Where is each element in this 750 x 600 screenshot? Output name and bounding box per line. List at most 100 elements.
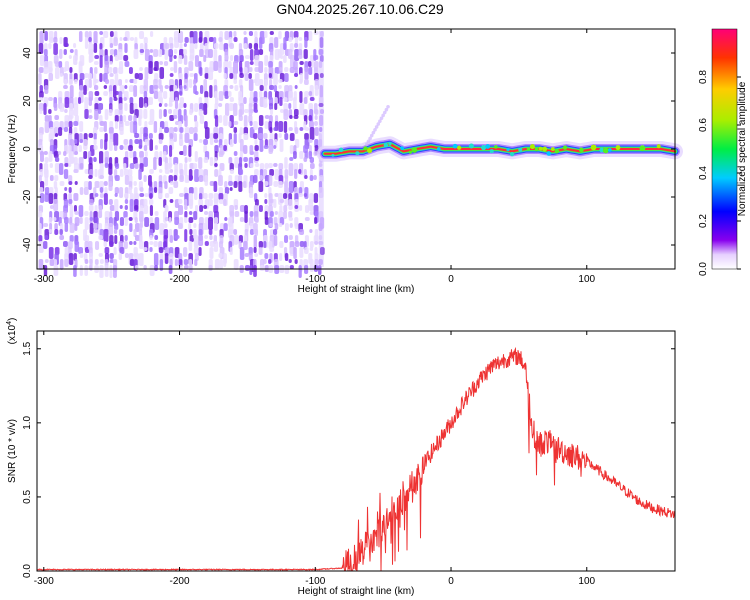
signal-speckle bbox=[457, 145, 462, 150]
noise-blob bbox=[178, 205, 184, 215]
noise-blob bbox=[128, 115, 133, 121]
noise-blob bbox=[74, 97, 78, 105]
noise-blob bbox=[119, 145, 124, 150]
noise-blob bbox=[213, 181, 218, 192]
noise-blob bbox=[304, 37, 308, 48]
noise-blob bbox=[39, 127, 44, 135]
noise-blob bbox=[279, 253, 283, 261]
noise-blob bbox=[298, 205, 303, 211]
noise-blob bbox=[154, 145, 158, 150]
noise-blob bbox=[89, 217, 94, 221]
noise-blob bbox=[88, 175, 93, 179]
noise-blob bbox=[53, 259, 58, 267]
noise-blob bbox=[229, 169, 235, 174]
noise-blob bbox=[308, 67, 313, 75]
noise-blob bbox=[123, 115, 127, 122]
noise-blob bbox=[84, 265, 88, 276]
noise-blob bbox=[164, 217, 169, 221]
noise-blob bbox=[213, 61, 219, 71]
noise-blob bbox=[239, 247, 245, 260]
signal-speckle bbox=[481, 144, 487, 151]
noise-blob bbox=[88, 199, 94, 205]
noise-blob bbox=[233, 31, 237, 37]
noise-blob bbox=[114, 223, 119, 230]
noise-blob bbox=[309, 247, 314, 251]
noise-blob bbox=[238, 115, 243, 121]
noise-blob bbox=[264, 199, 268, 204]
noise-blob bbox=[254, 169, 259, 176]
noise-blob bbox=[114, 55, 119, 61]
noise-blob bbox=[48, 67, 53, 72]
noise-blob bbox=[154, 235, 159, 240]
noise-blob bbox=[123, 139, 129, 145]
noise-blob bbox=[59, 259, 64, 270]
noise-blob bbox=[88, 181, 92, 190]
noise-blob bbox=[224, 187, 230, 194]
x-tick-label: -300 bbox=[34, 274, 54, 285]
signal-plume bbox=[366, 139, 371, 144]
noise-blob bbox=[194, 91, 199, 95]
noise-blob bbox=[273, 85, 278, 92]
noise-blob bbox=[264, 253, 269, 259]
noise-blob bbox=[164, 121, 169, 129]
noise-blob bbox=[118, 67, 124, 74]
noise-blob bbox=[229, 85, 234, 89]
signal-speckle bbox=[494, 145, 498, 149]
noise-blob bbox=[318, 97, 324, 105]
noise-blob bbox=[149, 193, 153, 199]
noise-blob bbox=[188, 145, 192, 157]
noise-blob bbox=[269, 109, 274, 115]
noise-blob bbox=[139, 67, 143, 71]
noise-blob bbox=[263, 241, 267, 248]
y-tick-label: 0.0 bbox=[22, 564, 33, 578]
noise-blob bbox=[164, 163, 170, 174]
noise-blob bbox=[268, 61, 273, 68]
noise-blob bbox=[284, 235, 288, 243]
noise-blob bbox=[94, 259, 99, 265]
signal-plume bbox=[378, 119, 382, 123]
noise-blob bbox=[293, 151, 297, 159]
noise-blob bbox=[243, 145, 248, 154]
noise-blob bbox=[319, 169, 324, 177]
noise-blob bbox=[318, 265, 322, 275]
noise-blob bbox=[134, 139, 140, 144]
noise-blob bbox=[278, 163, 284, 170]
noise-blob bbox=[154, 151, 159, 159]
noise-blob bbox=[278, 223, 283, 227]
noise-blob bbox=[113, 265, 117, 278]
noise-blob bbox=[173, 55, 177, 59]
noise-blob bbox=[73, 205, 77, 212]
noise-blob bbox=[183, 145, 187, 156]
noise-blob bbox=[309, 241, 314, 248]
noise-blob bbox=[114, 73, 119, 86]
noise-blob bbox=[149, 205, 153, 216]
noise-blob bbox=[134, 163, 139, 169]
noise-blob bbox=[168, 217, 172, 223]
noise-blob bbox=[254, 139, 258, 145]
noise-blob bbox=[279, 217, 285, 225]
noise-blob bbox=[109, 73, 114, 77]
y-tick-label: 0 bbox=[22, 146, 33, 152]
noise-blob bbox=[238, 109, 243, 117]
colorbar-tick-label: 0.4 bbox=[698, 166, 709, 180]
noise-blob bbox=[233, 199, 239, 207]
noise-blob bbox=[194, 151, 198, 162]
noise-blob bbox=[313, 151, 318, 156]
noise-blob bbox=[264, 67, 268, 73]
noise-blob bbox=[178, 199, 183, 204]
noise-blob bbox=[173, 61, 178, 73]
noise-blob bbox=[64, 97, 70, 108]
noise-blob bbox=[53, 217, 57, 221]
noise-blob bbox=[138, 73, 143, 80]
noise-blob bbox=[203, 193, 208, 199]
noise-blob bbox=[319, 37, 324, 48]
noise-blob bbox=[253, 151, 259, 163]
noise-blob bbox=[289, 145, 294, 154]
noise-blob bbox=[133, 121, 138, 134]
noise-blob bbox=[248, 253, 253, 261]
snr-y-axis: 0.0 0.5 1.0 1.5 bbox=[22, 341, 675, 578]
noise-blob bbox=[318, 235, 323, 240]
noise-blob bbox=[138, 115, 142, 126]
noise-blob bbox=[79, 163, 84, 169]
noise-blob bbox=[139, 193, 145, 197]
